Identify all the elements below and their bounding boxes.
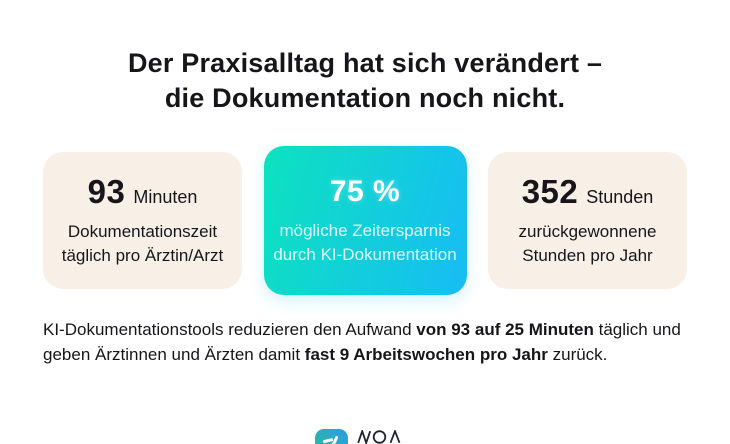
stat-description: Dokumentationszeit täglich pro Ärztin/Ar…	[62, 220, 224, 268]
brand-logo: NOA Jameda	[0, 429, 730, 444]
page-title: Der Praxisalltag hat sich verändert – di…	[0, 46, 730, 116]
jameda-asterisk-icon	[315, 429, 349, 444]
brand-wordmark: NOA Jameda	[357, 429, 414, 444]
stat-line: 75 %	[330, 175, 400, 209]
stat-description-line2: Stunden pro Jahr	[522, 246, 653, 265]
stat-description-line2: täglich pro Ärztin/Arzt	[61, 246, 224, 265]
asterisk-glyph	[323, 436, 339, 444]
page-title-line1: Der Praxisalltag hat sich verändert –	[127, 48, 603, 78]
stats-cards-row: 93 Minuten Dokumentationszeit täglich pr…	[0, 146, 730, 295]
stat-description-line2: durch KI-Dokumentation	[273, 244, 457, 264]
stat-description-line1: mögliche Zeitersparnis	[279, 220, 451, 240]
footnote-text: KI-Dokumentationstools reduzieren den Au…	[0, 317, 730, 367]
stat-card-hours-regained: 352 Stunden zurückgewonnene Stunden pro …	[488, 152, 687, 289]
stat-value: 352	[521, 173, 579, 210]
stat-card-documentation-time: 93 Minuten Dokumentationszeit täglich pr…	[43, 152, 242, 289]
stat-unit: Stunden	[586, 187, 654, 207]
stat-unit: Minuten	[133, 187, 198, 207]
footnote-line2: geben Ärztinnen und Ärzten damit fast 9 …	[43, 345, 608, 364]
stat-line: 352 Stunden	[522, 173, 654, 211]
page-title-line2: die Dokumentation noch nicht.	[164, 83, 566, 113]
stat-line: 93 Minuten	[88, 173, 198, 211]
stat-description: mögliche Zeitersparnis durch KI-Dokument…	[273, 219, 456, 267]
stat-value: 93	[87, 173, 126, 210]
stat-card-time-savings: 75 % mögliche Zeitersparnis durch KI-Dok…	[263, 146, 467, 295]
stat-value: 75 %	[329, 174, 401, 208]
noa-wordmark-icon	[357, 429, 401, 444]
stat-description-line1: zurückgewonnene	[518, 222, 657, 241]
footnote-line1: KI-Dokumentationstools reduzieren den Au…	[43, 320, 681, 339]
stat-description-line1: Dokumentationszeit	[67, 222, 218, 241]
stat-description: zurückgewonnene Stunden pro Jahr	[519, 220, 657, 268]
infographic-canvas: Der Praxisalltag hat sich verändert – di…	[0, 46, 730, 444]
